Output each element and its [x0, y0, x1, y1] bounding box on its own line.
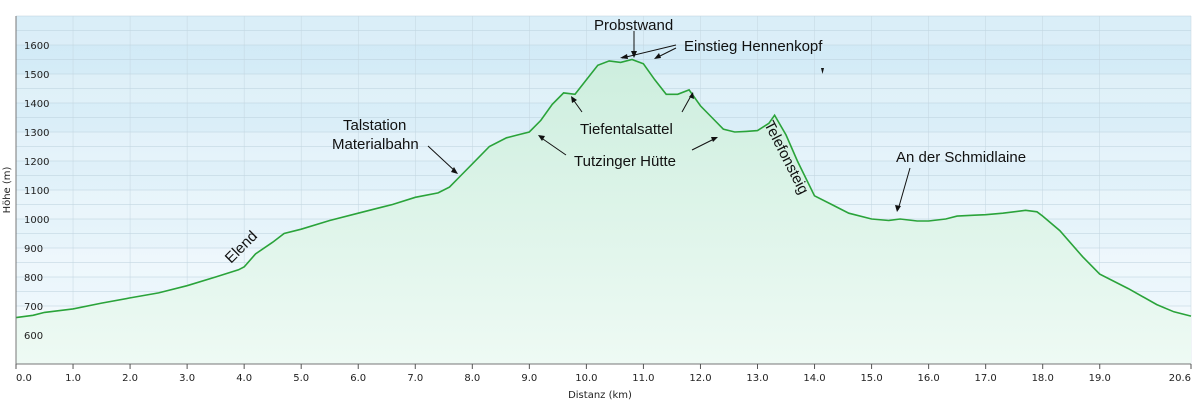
elevation-area — [16, 59, 1191, 364]
label-materialbahn: Materialbahn — [332, 136, 419, 153]
x-tick-label: 4.0 — [236, 373, 252, 384]
y-tick-label: 900 — [24, 244, 43, 255]
label-probstwand: Probstwand — [594, 17, 673, 34]
arrowhead-hennenkopf-1 — [620, 54, 628, 59]
arrow-tutzinger-1 — [539, 136, 567, 156]
arrowhead-schmidlaine — [895, 205, 901, 212]
y-tick-label: 1000 — [24, 215, 49, 226]
y-tick-label: 1100 — [24, 186, 49, 197]
x-tick-label: 12.0 — [689, 373, 711, 384]
arrow-hennenkopf-1 — [621, 44, 677, 59]
arrowhead-tiefentalsattel-2 — [689, 92, 694, 99]
label-tutzinger-huette: Tutzinger Hütte — [574, 153, 676, 170]
x-tick-label: 15.0 — [860, 373, 882, 384]
y-tick-label: 800 — [24, 273, 43, 284]
y-tick-label: 1300 — [24, 128, 49, 139]
arrowhead-tutzinger-2 — [711, 137, 718, 142]
x-tick-label: 6.0 — [350, 373, 366, 384]
x-tick-label: 3.0 — [179, 373, 195, 384]
x-tick-label: 20.6 — [1169, 373, 1191, 384]
y-tick-label: 1500 — [24, 70, 49, 81]
x-tick-label: 10.0 — [575, 373, 597, 384]
x-tick-label: 13.0 — [746, 373, 768, 384]
x-tick-label: 14.0 — [803, 373, 825, 384]
arrow-schmidlaine — [897, 167, 911, 211]
y-tick-label: 1600 — [24, 41, 49, 52]
x-tick-label: 5.0 — [293, 373, 309, 384]
label-tiefentalsattel: Tiefentalsattel — [580, 121, 673, 138]
x-tick-label: 17.0 — [975, 373, 997, 384]
y-axis-title: Höhe (m) — [2, 166, 13, 213]
x-tick-label: 0.0 — [16, 373, 32, 384]
x-tick-label: 2.0 — [122, 373, 138, 384]
arrowhead-talstation — [451, 167, 458, 174]
elevation-line — [15, 58, 1192, 319]
x-tick-label: 7.0 — [407, 373, 423, 384]
arrowhead-tiefentalsattel-1 — [571, 96, 577, 103]
x-tick-label: 16.0 — [917, 373, 939, 384]
y-tick-label: 1400 — [24, 99, 49, 110]
x-tick-layer: 0.0 1.0 2.0 3.0 4.0 5.0 6.0 7.0 8.0 9.0 10.0 11.0 12… — [15, 364, 1192, 384]
x-tick-label: 18.0 — [1032, 373, 1054, 384]
arrow-tutzinger-2 — [691, 137, 717, 151]
label-talstation: Talstation — [343, 117, 406, 134]
arrowhead-probstwand — [631, 51, 637, 58]
x-axis-title: Distanz (km) — [568, 390, 632, 401]
y-tick-label: 600 — [24, 331, 43, 342]
y-tick-label: 700 — [24, 302, 43, 313]
x-tick-label: 1.0 — [65, 373, 81, 384]
arrowheads — [451, 51, 901, 212]
label-an-der-schmidlaine: An der Schmidlaine — [896, 149, 1026, 166]
label-einstieg-hennenkopf: Einstieg Hennenkopf — [684, 38, 823, 55]
arrowhead-hennenkopf-2 — [654, 53, 661, 59]
x-tick-label: 8.0 — [464, 373, 480, 384]
marker-small — [821, 68, 824, 74]
x-tick-label: 9.0 — [521, 373, 537, 384]
arrowhead-tutzinger-1 — [538, 135, 545, 141]
y-tick-label: 1200 — [24, 157, 49, 168]
x-tick-label: 19.0 — [1089, 373, 1111, 384]
x-tick-label: 11.0 — [632, 373, 654, 384]
y-tick-layer: 600 700 800 900 1000 1100 1200 1300 1400 1500 1600 — [24, 41, 49, 342]
arrow-talstation — [427, 145, 457, 173]
